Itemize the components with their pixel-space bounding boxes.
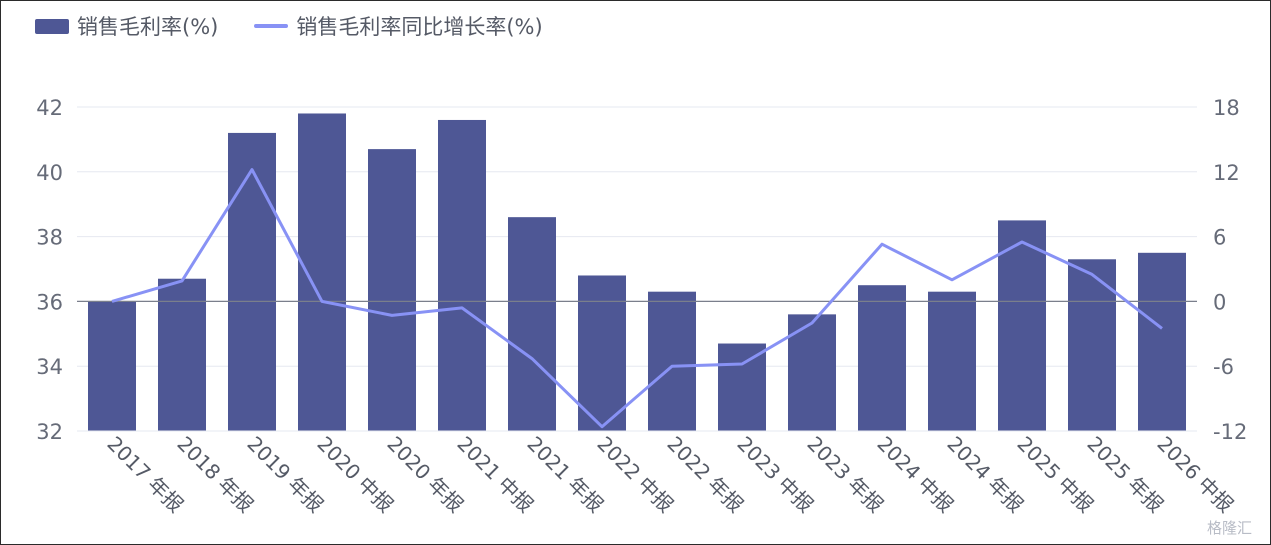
y-right-tick-label: -12 [1213,420,1247,444]
bar [1138,252,1186,431]
y-left-tick-label: 42 [36,96,63,120]
bar [158,278,206,431]
legend-bar-swatch [35,18,69,34]
bar [508,217,556,431]
legend-line-swatch [254,24,289,28]
bar [648,291,696,431]
legend-bar-label: 销售毛利率(%) [77,15,219,39]
legend: 销售毛利率(%) 销售毛利率同比增长率(%) [35,11,543,41]
y-right-tick-label: 12 [1213,161,1240,185]
legend-line-label: 销售毛利率同比增长率(%) [296,15,543,39]
bar [578,275,626,431]
watermark: 格隆汇 [1207,519,1252,537]
bar-series [88,113,1186,432]
bar [438,119,486,432]
bar [88,301,136,431]
bar [368,149,416,431]
y-right-tick-label: 6 [1213,226,1226,250]
bar [228,132,276,432]
y-right-tick-label: 0 [1213,290,1226,314]
legend-item-bar[interactable]: 销售毛利率(%) [35,11,218,41]
bar [858,285,906,431]
y-right-tick-label: 18 [1213,96,1240,120]
growth-line [111,168,1163,429]
legend-item-line[interactable]: 销售毛利率同比增长率(%) [254,11,543,41]
y-left-tick-label: 36 [36,290,63,314]
bar [718,343,766,431]
y-left-tick-label: 34 [36,355,63,379]
bar [998,220,1046,431]
y-axis-left: 32 34 36 38 40 42 [36,96,63,444]
y-left-tick-label: 32 [36,420,63,444]
x-tick-label: 2026 中报 [1152,432,1238,518]
y-left-tick-label: 40 [36,161,63,185]
bar [1068,259,1116,431]
y-left-tick-label: 38 [36,226,63,250]
y-right-tick-label: -6 [1213,355,1234,379]
y-axis-right: -12 -6 0 6 12 18 [1213,96,1247,444]
bar [928,291,976,431]
line-series [111,168,1163,429]
